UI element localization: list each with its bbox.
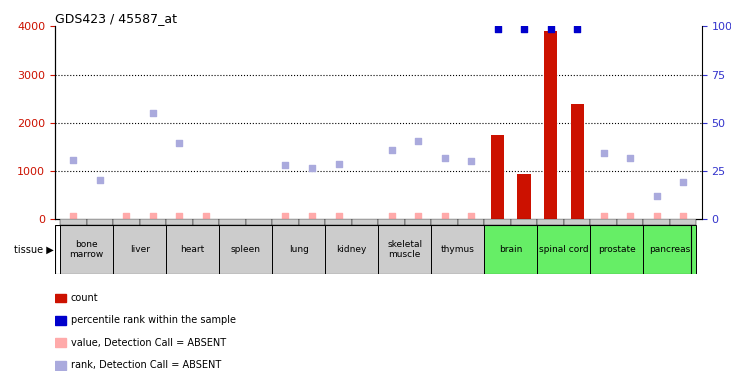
Point bbox=[147, 110, 159, 116]
Bar bbox=[511, 219, 537, 225]
Bar bbox=[299, 219, 325, 225]
Bar bbox=[219, 219, 246, 225]
Point bbox=[678, 179, 689, 185]
Point bbox=[678, 213, 689, 219]
Bar bbox=[325, 219, 352, 225]
Point bbox=[412, 138, 424, 144]
Bar bbox=[570, 105, 584, 219]
Bar bbox=[193, 219, 219, 225]
Bar bbox=[60, 225, 113, 274]
Text: heart: heart bbox=[181, 245, 205, 254]
Point bbox=[412, 213, 424, 219]
Bar bbox=[537, 225, 591, 274]
Bar bbox=[485, 225, 537, 274]
Bar bbox=[166, 225, 219, 274]
Text: brain: brain bbox=[499, 245, 523, 254]
Bar bbox=[591, 225, 643, 274]
Bar bbox=[166, 219, 193, 225]
Text: thymus: thymus bbox=[441, 245, 474, 254]
Bar bbox=[617, 219, 643, 225]
Bar bbox=[219, 225, 272, 274]
Text: skeletal
muscle: skeletal muscle bbox=[387, 240, 423, 259]
Bar bbox=[140, 219, 166, 225]
Point bbox=[439, 213, 450, 219]
Text: kidney: kidney bbox=[336, 245, 367, 254]
Text: GDS423 / 45587_at: GDS423 / 45587_at bbox=[55, 12, 177, 25]
Bar bbox=[272, 225, 325, 274]
Point bbox=[439, 154, 450, 160]
Point bbox=[121, 213, 132, 219]
Point bbox=[465, 158, 477, 164]
Point bbox=[465, 213, 477, 219]
Point bbox=[200, 213, 212, 219]
Bar bbox=[55, 316, 66, 325]
Point bbox=[306, 165, 318, 171]
Bar bbox=[55, 294, 66, 302]
Bar bbox=[87, 219, 113, 225]
Bar bbox=[491, 135, 504, 219]
Bar bbox=[379, 225, 431, 274]
Bar bbox=[431, 219, 458, 225]
Point bbox=[147, 213, 159, 219]
Text: value, Detection Call = ABSENT: value, Detection Call = ABSENT bbox=[71, 338, 226, 348]
Point bbox=[306, 213, 318, 219]
Bar bbox=[670, 219, 697, 225]
Text: pancreas: pancreas bbox=[649, 245, 691, 254]
Bar bbox=[643, 219, 670, 225]
Point bbox=[280, 162, 292, 168]
Bar bbox=[544, 31, 557, 219]
Bar bbox=[113, 225, 166, 274]
Bar bbox=[352, 219, 379, 225]
Point bbox=[333, 161, 344, 167]
Text: spinal cord: spinal cord bbox=[539, 245, 588, 254]
Bar bbox=[518, 174, 531, 219]
Bar bbox=[591, 219, 617, 225]
Bar bbox=[405, 219, 431, 225]
Bar bbox=[379, 219, 405, 225]
Bar bbox=[485, 219, 511, 225]
Bar bbox=[60, 219, 87, 225]
Point bbox=[492, 26, 504, 32]
Bar bbox=[325, 225, 379, 274]
Text: spleen: spleen bbox=[231, 245, 261, 254]
Point bbox=[67, 158, 79, 164]
Text: liver: liver bbox=[129, 245, 150, 254]
Point bbox=[67, 213, 79, 219]
Point bbox=[624, 213, 636, 219]
Bar bbox=[643, 225, 697, 274]
Point bbox=[598, 213, 610, 219]
Point bbox=[651, 193, 662, 199]
Text: percentile rank within the sample: percentile rank within the sample bbox=[71, 315, 235, 326]
Point bbox=[94, 177, 106, 183]
Bar bbox=[113, 219, 140, 225]
Point bbox=[280, 213, 292, 219]
Text: bone
marrow: bone marrow bbox=[69, 240, 104, 259]
Bar bbox=[272, 219, 299, 225]
Bar bbox=[55, 361, 66, 369]
Bar bbox=[246, 219, 272, 225]
Point bbox=[386, 213, 398, 219]
Point bbox=[545, 26, 556, 32]
Point bbox=[173, 213, 185, 219]
Bar bbox=[537, 219, 564, 225]
Point bbox=[386, 147, 398, 153]
Point bbox=[333, 213, 344, 219]
Point bbox=[598, 150, 610, 156]
Text: tissue ▶: tissue ▶ bbox=[14, 244, 53, 254]
Point bbox=[518, 26, 530, 32]
Text: lung: lung bbox=[289, 245, 308, 254]
Bar bbox=[458, 219, 485, 225]
Bar bbox=[55, 339, 66, 347]
Bar bbox=[431, 225, 485, 274]
Point bbox=[572, 26, 583, 32]
Point bbox=[173, 140, 185, 146]
Text: count: count bbox=[71, 293, 98, 303]
Text: rank, Detection Call = ABSENT: rank, Detection Call = ABSENT bbox=[71, 360, 221, 370]
Point bbox=[651, 213, 662, 219]
Bar bbox=[564, 219, 591, 225]
Text: prostate: prostate bbox=[598, 245, 636, 254]
Point bbox=[624, 154, 636, 160]
